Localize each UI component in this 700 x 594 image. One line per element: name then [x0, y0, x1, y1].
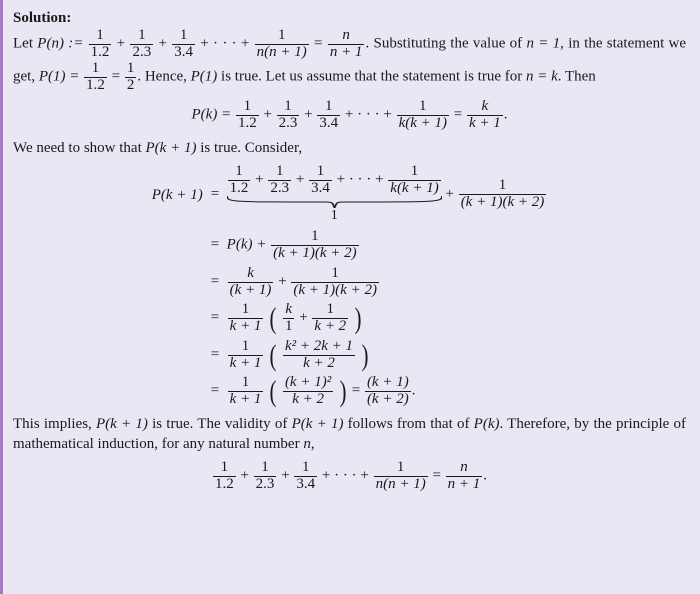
underbrace-icon [227, 196, 442, 208]
term-1: 11.2 [88, 28, 113, 61]
term-n: 1n(n + 1) [254, 28, 310, 61]
solution-body: Solution: Let P(n) := 11.2 + 12.3 + 13.4… [13, 8, 686, 93]
p1-b: . Substituting the value of [365, 36, 526, 52]
para-2: We need to show that P(k + 1) is true. C… [13, 138, 686, 158]
deriv-r2: P(k) + [227, 237, 270, 253]
p3-pk: P(k) [474, 416, 500, 432]
p1-a: Let [13, 36, 37, 52]
p2-b: is true. Consider, [196, 140, 302, 156]
p3-pk1b: P(k + 1) [292, 416, 344, 432]
n-eq-1: n = 1 [526, 36, 560, 52]
underbrace: 11.2 + 12.3 + 13.4 + · · · + 1k(k + 1) 1 [227, 164, 442, 225]
p1-eq: P(1) = [39, 68, 83, 84]
p3-pk1a: P(k + 1) [96, 416, 148, 432]
rhs-n: nn + 1 [327, 28, 366, 61]
p3-c: follows from that of [343, 416, 473, 432]
p3-b: is true. The validity of [148, 416, 292, 432]
eq-pk: P(k) = 11.2 + 12.3 + 13.4 + · · · + 1k(k… [13, 99, 686, 132]
p3-e: , [311, 436, 315, 452]
p1-true: P(1) [191, 68, 218, 84]
term-2: 12.3 [129, 28, 154, 61]
p3-n: n [303, 436, 311, 452]
p2-a: We need to show that [13, 140, 146, 156]
p1-e: is true. Let us assume that the statemen… [217, 68, 526, 84]
n-eq-k: n = k [526, 68, 558, 84]
deriv-lhs: P(k + 1) [152, 187, 203, 203]
dots: · · · [213, 36, 237, 52]
p3-a: This implies, [13, 416, 96, 432]
solution-heading: Solution: [13, 10, 71, 26]
para-3: This implies, P(k + 1) is true. The vali… [13, 414, 686, 455]
eq-final: 11.2 + 12.3 + 13.4 + · · · + 1n(n + 1) =… [13, 460, 686, 493]
p1-d: . Hence, [137, 68, 190, 84]
p1-f: . Then [558, 68, 596, 84]
underbrace-label: 1 [227, 207, 442, 226]
p2-pk1: P(k + 1) [146, 140, 197, 156]
derivation: P(k + 1) = 11.2 + 12.3 + 13.4 + · · · + … [148, 162, 551, 410]
p1-frac-a: 11.2 [83, 61, 108, 94]
pn-def: P(n) := [37, 36, 83, 52]
p1-frac-b: 12 [124, 61, 138, 94]
eq-pk-lhs: P(k) = [192, 107, 235, 123]
term-3: 13.4 [171, 28, 196, 61]
